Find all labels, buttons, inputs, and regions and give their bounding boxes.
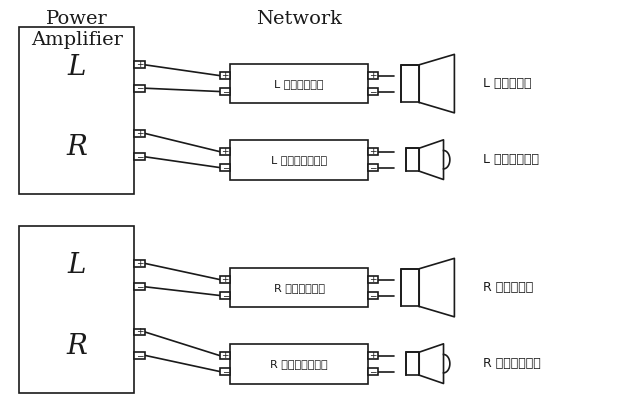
- Text: +: +: [221, 351, 229, 360]
- Bar: [220, 72, 230, 79]
- Bar: [368, 148, 378, 155]
- Bar: [220, 164, 230, 171]
- Bar: [368, 164, 378, 171]
- Bar: [220, 148, 230, 155]
- Bar: [134, 153, 145, 160]
- Bar: [401, 65, 419, 102]
- Text: −: −: [369, 367, 377, 376]
- Bar: [406, 148, 419, 171]
- Bar: [230, 344, 368, 384]
- Bar: [230, 64, 368, 103]
- Text: −: −: [136, 152, 143, 161]
- Text: Network: Network: [256, 10, 342, 28]
- Text: −: −: [136, 351, 143, 360]
- Bar: [368, 292, 378, 299]
- Text: +: +: [369, 275, 377, 284]
- Bar: [134, 260, 145, 267]
- Text: −: −: [136, 84, 143, 93]
- Polygon shape: [419, 258, 454, 317]
- Text: −: −: [221, 367, 229, 376]
- Text: +: +: [369, 147, 377, 156]
- Text: +: +: [221, 71, 229, 80]
- Text: −: −: [221, 87, 229, 96]
- Text: +: +: [221, 275, 229, 284]
- Bar: [134, 85, 145, 92]
- Text: L ウーファー用: L ウーファー用: [275, 79, 324, 89]
- Text: R ウーファー: R ウーファー: [483, 281, 534, 294]
- Text: −: −: [136, 282, 143, 291]
- Text: L: L: [68, 252, 86, 279]
- Polygon shape: [419, 140, 444, 180]
- Bar: [230, 140, 368, 180]
- Bar: [134, 283, 145, 290]
- Bar: [220, 368, 230, 375]
- Bar: [368, 352, 378, 359]
- Text: −: −: [221, 291, 229, 300]
- Text: +: +: [369, 71, 377, 80]
- Bar: [406, 352, 419, 375]
- Polygon shape: [419, 54, 454, 113]
- Text: −: −: [369, 291, 377, 300]
- Text: R トゥイーター: R トゥイーター: [483, 357, 541, 370]
- Text: L トゥイーター: L トゥイーター: [483, 153, 540, 166]
- Bar: [19, 226, 134, 393]
- Text: R ウーファー用: R ウーファー用: [274, 283, 324, 293]
- Bar: [134, 352, 145, 359]
- Text: +: +: [136, 259, 143, 268]
- Text: +: +: [136, 327, 143, 336]
- Bar: [220, 352, 230, 359]
- Bar: [220, 292, 230, 299]
- Bar: [401, 269, 419, 306]
- Bar: [134, 61, 145, 68]
- Text: R: R: [67, 134, 87, 161]
- Text: L ウーファー: L ウーファー: [483, 77, 532, 90]
- Text: +: +: [136, 129, 143, 138]
- Bar: [368, 88, 378, 95]
- Text: L: L: [68, 54, 86, 81]
- Bar: [19, 27, 134, 194]
- Polygon shape: [419, 344, 444, 384]
- Text: +: +: [136, 60, 143, 69]
- Text: Power
Amplifier: Power Amplifier: [31, 10, 123, 48]
- Bar: [220, 276, 230, 283]
- Bar: [230, 268, 368, 308]
- Text: R トゥイーター用: R トゥイーター用: [270, 359, 328, 369]
- Text: −: −: [221, 163, 229, 172]
- Bar: [368, 72, 378, 79]
- Text: −: −: [369, 87, 377, 96]
- Text: −: −: [369, 163, 377, 172]
- Text: R: R: [67, 333, 87, 359]
- Bar: [134, 130, 145, 137]
- Bar: [134, 329, 145, 335]
- Text: L トゥイーター用: L トゥイーター用: [271, 155, 327, 165]
- Bar: [368, 368, 378, 375]
- Bar: [368, 276, 378, 283]
- Bar: [220, 88, 230, 95]
- Text: +: +: [369, 351, 377, 360]
- Text: +: +: [221, 147, 229, 156]
